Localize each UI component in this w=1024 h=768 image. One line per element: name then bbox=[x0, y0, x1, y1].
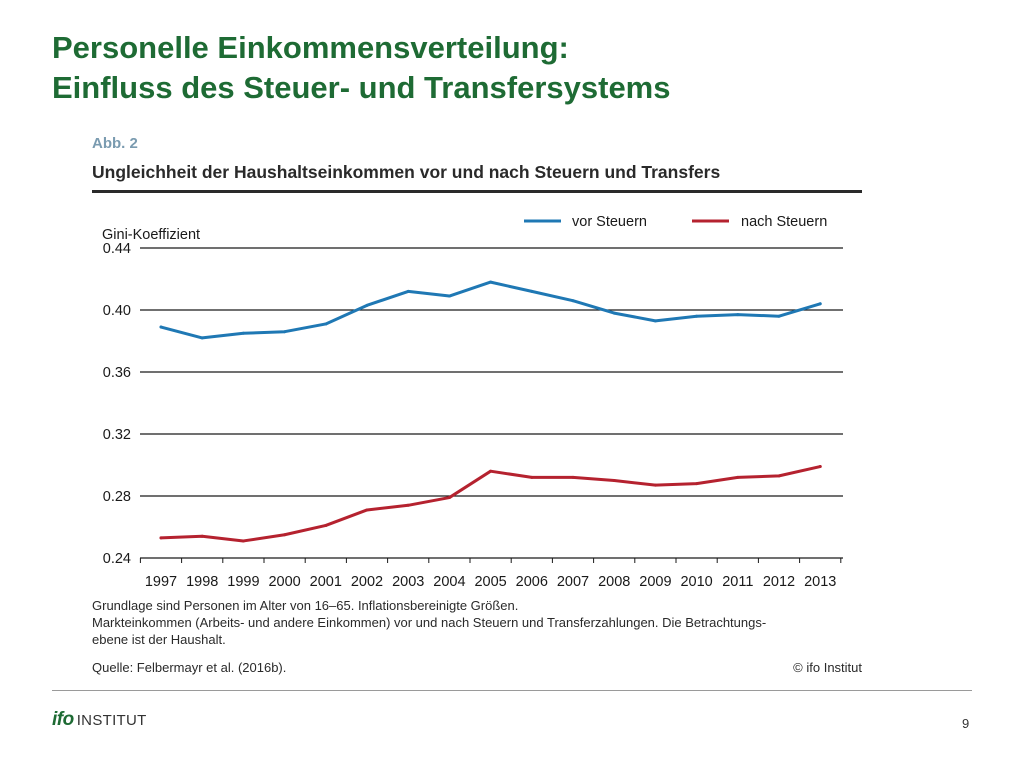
data-point bbox=[283, 330, 287, 334]
figure-copyright: © ifo Institut bbox=[793, 660, 862, 675]
data-point bbox=[777, 474, 781, 478]
footer-divider bbox=[52, 690, 972, 691]
data-point bbox=[447, 496, 451, 500]
y-tick-label: 0.24 bbox=[103, 551, 131, 567]
figure-notes: Grundlage sind Personen im Alter von 16–… bbox=[92, 597, 862, 648]
data-point bbox=[653, 483, 657, 487]
data-point bbox=[159, 536, 163, 540]
data-point bbox=[200, 534, 204, 538]
legend-label: nach Steuern bbox=[741, 214, 827, 230]
data-point bbox=[365, 303, 369, 307]
figure-source: Quelle: Felbermayr et al. (2016b). bbox=[92, 660, 287, 675]
slide-title-line-2: Einfluss des Steuer- und Transfersystems bbox=[52, 70, 671, 105]
data-point bbox=[159, 325, 163, 329]
data-point bbox=[283, 533, 287, 537]
data-point bbox=[530, 289, 534, 293]
data-point bbox=[818, 465, 822, 469]
x-tick-label: 2005 bbox=[474, 574, 506, 590]
data-point bbox=[365, 508, 369, 512]
data-point bbox=[200, 336, 204, 340]
x-tick-label: 2012 bbox=[763, 574, 795, 590]
y-tick-label: 0.28 bbox=[103, 489, 131, 505]
y-axis-label: Gini-Koeffizient bbox=[102, 227, 200, 243]
x-tick-label: 2004 bbox=[433, 574, 465, 590]
y-tick-label: 0.44 bbox=[103, 241, 131, 257]
data-point bbox=[736, 313, 740, 317]
figure-label: Abb. 2 bbox=[92, 135, 138, 152]
x-tick-label: 1997 bbox=[145, 574, 177, 590]
x-tick-label: 2011 bbox=[722, 574, 753, 590]
data-point bbox=[612, 479, 616, 482]
data-point bbox=[406, 503, 410, 507]
page-number: 9 bbox=[962, 716, 970, 731]
x-tick-label: 2013 bbox=[804, 574, 836, 590]
figure-title-rule bbox=[92, 190, 862, 193]
logo-word: INSTITUT bbox=[76, 712, 147, 729]
x-tick-label: 2002 bbox=[351, 574, 383, 590]
data-point bbox=[736, 475, 740, 479]
data-point bbox=[489, 280, 493, 284]
x-tick-label: 2009 bbox=[639, 574, 671, 590]
chart-title: Ungleichheit der Haushaltseinkommen vor … bbox=[92, 162, 721, 182]
data-point bbox=[489, 469, 493, 473]
data-point bbox=[695, 482, 699, 486]
x-tick-label: 2000 bbox=[268, 574, 300, 590]
data-point bbox=[241, 539, 245, 543]
data-point bbox=[324, 523, 328, 527]
data-point bbox=[653, 319, 657, 323]
ifo-logo: ifo INSTITUT bbox=[52, 709, 147, 731]
data-point bbox=[818, 302, 822, 306]
data-point bbox=[530, 475, 534, 479]
data-point bbox=[571, 475, 575, 479]
data-point bbox=[777, 314, 781, 318]
slide-title: Personelle Einkommensverteilung: Einflus… bbox=[52, 28, 952, 108]
x-tick-label: 2008 bbox=[598, 574, 630, 590]
x-tick-label: 2007 bbox=[557, 574, 589, 590]
data-point bbox=[324, 322, 328, 326]
data-point bbox=[406, 289, 410, 293]
figure-note-line: ebene ist der Haushalt. bbox=[92, 632, 226, 647]
x-tick-label: 1998 bbox=[186, 574, 218, 590]
data-point bbox=[241, 331, 245, 335]
data-point bbox=[571, 299, 575, 303]
x-tick-label: 2003 bbox=[392, 574, 424, 590]
slide-title-line-1: Personelle Einkommensverteilung: bbox=[52, 30, 569, 65]
data-point bbox=[447, 294, 451, 298]
data-point bbox=[695, 314, 699, 318]
x-tick-label: 2006 bbox=[516, 574, 548, 590]
y-tick-label: 0.40 bbox=[103, 303, 131, 319]
x-tick-label: 1999 bbox=[227, 574, 259, 590]
x-tick-label: 2010 bbox=[680, 574, 712, 590]
legend-label: vor Steuern bbox=[572, 214, 647, 230]
x-tick-label: 2001 bbox=[310, 574, 342, 590]
series-line-nach-steuern bbox=[159, 465, 822, 543]
data-point bbox=[612, 311, 616, 315]
y-tick-label: 0.36 bbox=[103, 365, 131, 381]
y-tick-label: 0.32 bbox=[103, 427, 131, 443]
logo-mark: ifo bbox=[52, 709, 74, 730]
figure-note-line: Grundlage sind Personen im Alter von 16–… bbox=[92, 598, 519, 613]
figure-note-line: Markteinkommen (Arbeits- und andere Eink… bbox=[92, 615, 767, 630]
